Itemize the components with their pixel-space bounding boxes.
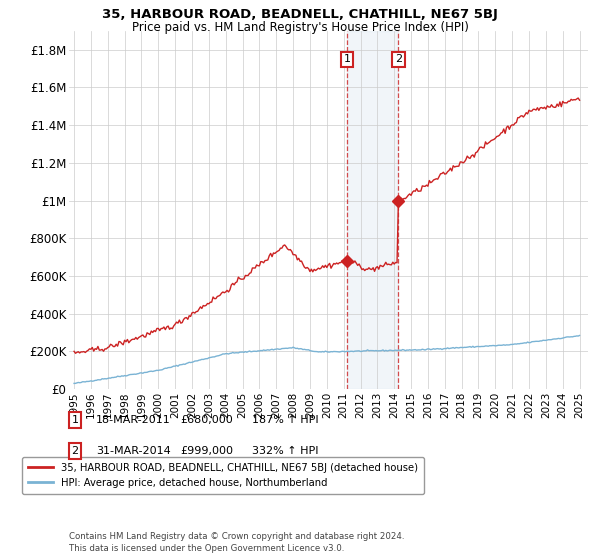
- Text: 2: 2: [395, 54, 402, 64]
- Text: Price paid vs. HM Land Registry's House Price Index (HPI): Price paid vs. HM Land Registry's House …: [131, 21, 469, 34]
- Text: £680,000: £680,000: [180, 415, 233, 425]
- Text: 35, HARBOUR ROAD, BEADNELL, CHATHILL, NE67 5BJ: 35, HARBOUR ROAD, BEADNELL, CHATHILL, NE…: [102, 8, 498, 21]
- Text: 187% ↑ HPI: 187% ↑ HPI: [252, 415, 319, 425]
- Text: 18-MAR-2011: 18-MAR-2011: [96, 415, 171, 425]
- Text: 332% ↑ HPI: 332% ↑ HPI: [252, 446, 319, 456]
- Text: 1: 1: [71, 415, 79, 425]
- Text: This data is licensed under the Open Government Licence v3.0.: This data is licensed under the Open Gov…: [69, 544, 344, 553]
- Legend: 35, HARBOUR ROAD, BEADNELL, CHATHILL, NE67 5BJ (detached house), HPI: Average pr: 35, HARBOUR ROAD, BEADNELL, CHATHILL, NE…: [22, 457, 424, 494]
- Text: 2: 2: [71, 446, 79, 456]
- Text: 31-MAR-2014: 31-MAR-2014: [96, 446, 171, 456]
- Text: £999,000: £999,000: [180, 446, 233, 456]
- Text: Contains HM Land Registry data © Crown copyright and database right 2024.: Contains HM Land Registry data © Crown c…: [69, 532, 404, 541]
- Bar: [347, 31, 398, 389]
- Text: 1: 1: [344, 54, 351, 64]
